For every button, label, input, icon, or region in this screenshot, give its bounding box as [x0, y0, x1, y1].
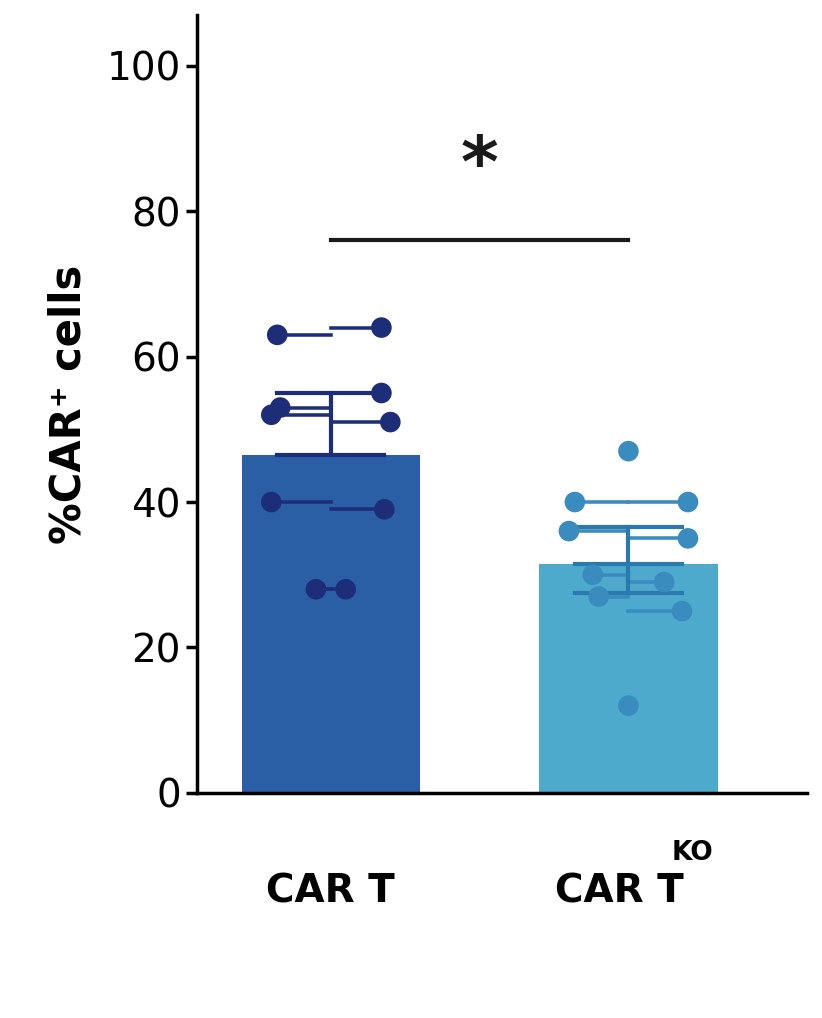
Point: [622, 443, 635, 459]
Point: [265, 494, 278, 510]
Point: [562, 523, 575, 540]
Point: [568, 494, 581, 510]
Text: KO: KO: [672, 840, 713, 866]
Text: CAR T: CAR T: [555, 872, 684, 911]
Bar: [539, 564, 718, 793]
Point: [622, 697, 635, 714]
Point: [681, 530, 695, 547]
Point: [681, 494, 695, 510]
Point: [339, 581, 353, 598]
Point: [375, 320, 388, 336]
Point: [375, 385, 388, 401]
Y-axis label: %CAR⁺ cells: %CAR⁺ cells: [48, 265, 90, 544]
Text: *: *: [461, 133, 498, 203]
Point: [265, 406, 278, 422]
Text: CAR T: CAR T: [266, 872, 395, 911]
Bar: [242, 455, 420, 793]
Point: [274, 399, 287, 415]
Point: [592, 588, 605, 605]
Point: [586, 567, 599, 583]
Point: [270, 327, 284, 343]
Point: [384, 414, 397, 431]
Point: [658, 574, 671, 590]
Point: [378, 501, 391, 517]
Point: [309, 581, 322, 598]
Point: [676, 603, 689, 619]
